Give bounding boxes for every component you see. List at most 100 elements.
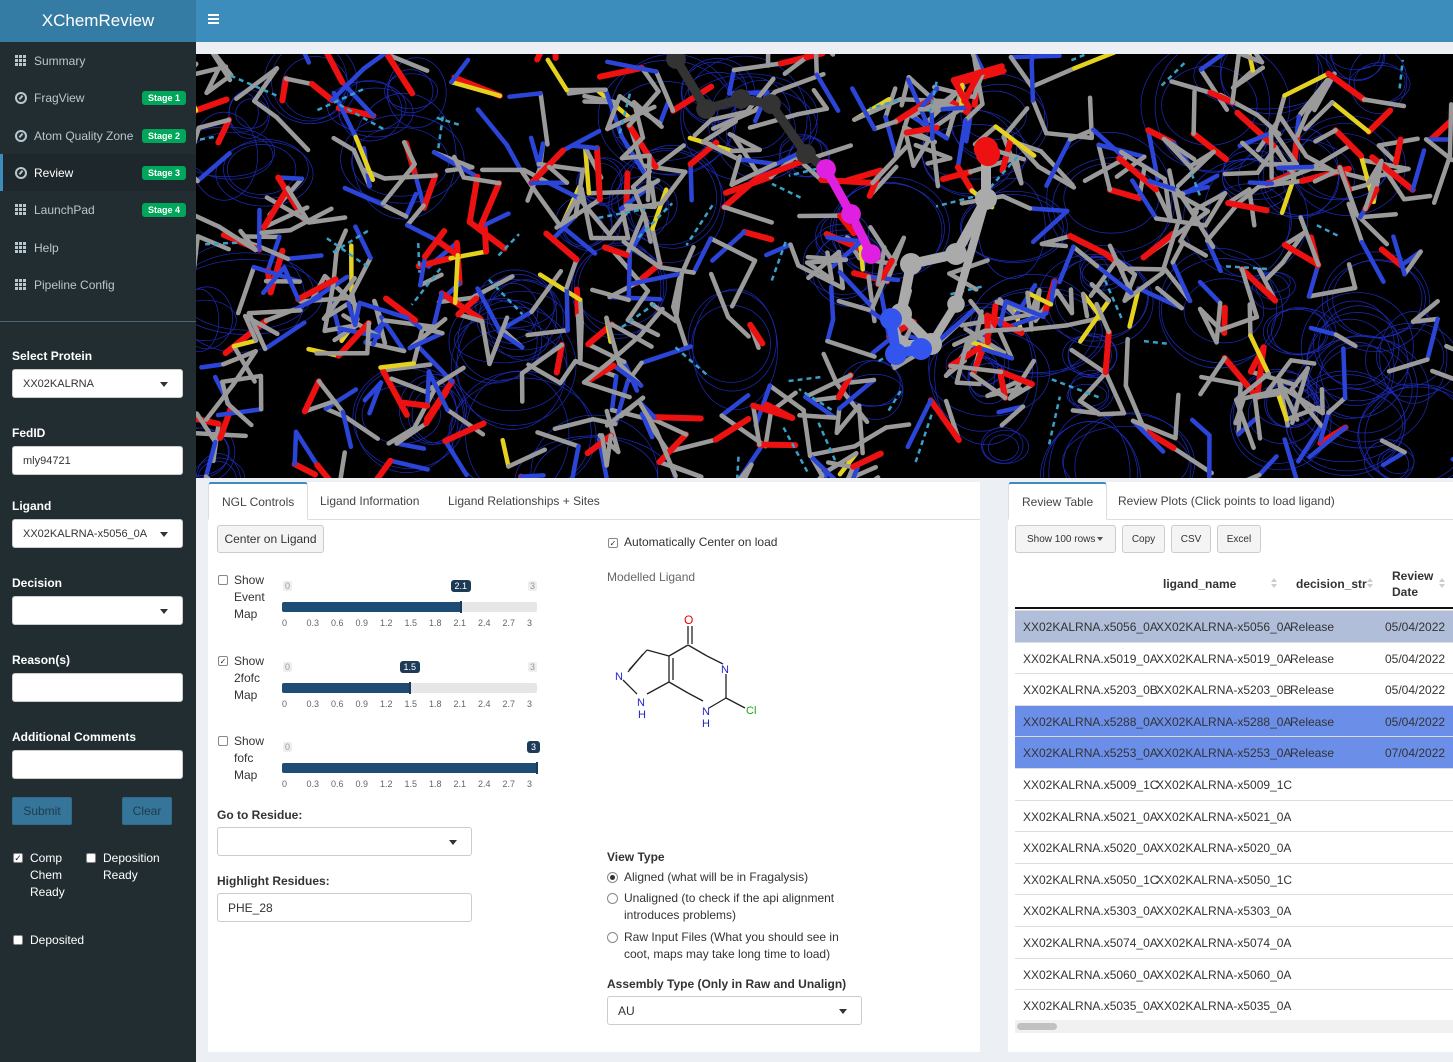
table-row[interactable]: XX02KALRNA.x5253_0A XX02KALRNA-x5253_0A Re… bbox=[1015, 736, 1453, 768]
slider-tick-label: 2.7 bbox=[502, 618, 516, 628]
reasons-input[interactable] bbox=[12, 673, 183, 702]
table-cell-ligand: XX02KALRNA-x5288_0A bbox=[1156, 714, 1292, 729]
slider-handle[interactable] bbox=[536, 762, 538, 774]
sidebar-item-label: Review bbox=[34, 165, 74, 180]
view-type-radio[interactable] bbox=[607, 932, 618, 943]
sidebar-item-review[interactable]: Review Stage 3 bbox=[0, 154, 196, 192]
fedid-input[interactable]: mly94721 bbox=[12, 446, 183, 475]
table-cell-id: XX02KALRNA.x5203_0B bbox=[1023, 683, 1158, 698]
table-cell-ligand: XX02KALRNA-x5074_0A bbox=[1156, 936, 1292, 950]
table-row[interactable]: XX02KALRNA.x5056_0A XX02KALRNA-x5056_0A Re… bbox=[1015, 610, 1453, 642]
sort-desc-icon[interactable] bbox=[1271, 584, 1277, 588]
center-on-ligand-button[interactable]: Center on Ligand bbox=[217, 525, 324, 553]
sort-asc-icon[interactable] bbox=[1367, 578, 1373, 582]
column-header[interactable]: ligand_name bbox=[1163, 577, 1237, 591]
view-type-label: View Type bbox=[607, 850, 665, 864]
column-header[interactable]: Review Date bbox=[1392, 569, 1434, 599]
select-protein-dropdown[interactable]: XX02KALRNA bbox=[12, 369, 183, 398]
comments-input[interactable] bbox=[12, 750, 183, 779]
ligand-dropdown[interactable]: XX02KALRNA-x5056_0A bbox=[12, 519, 183, 548]
sidebar-item-summary[interactable]: Summary bbox=[0, 43, 196, 80]
decision-dropdown[interactable] bbox=[12, 596, 183, 625]
slider-fill bbox=[282, 763, 537, 773]
tab-ligand-relationships[interactable]: Ligand Relationships + Sites bbox=[448, 494, 600, 508]
map-level-slider[interactable] bbox=[282, 601, 537, 613]
excel-button[interactable]: Excel bbox=[1217, 525, 1261, 553]
table-row[interactable]: XX02KALRNA.x5050_1C XX02KALRNA-x5050_1C bbox=[1015, 862, 1453, 895]
auto-center-checkbox[interactable]: ✓ bbox=[608, 538, 618, 548]
table-row[interactable]: XX02KALRNA.x5074_0A XX02KALRNA-x5074_0A bbox=[1015, 926, 1453, 958]
deposition-ready-checkbox[interactable] bbox=[86, 853, 96, 863]
view-type-label: Raw Input Files (What you should see in … bbox=[624, 930, 839, 961]
table-row[interactable]: XX02KALRNA.x5303_0A XX02KALRNA-x5303_0A bbox=[1015, 894, 1453, 926]
reasons-label: Reason(s) bbox=[12, 653, 71, 667]
copy-button[interactable]: Copy bbox=[1122, 525, 1165, 553]
table-row[interactable]: XX02KALRNA.x5020_0A XX02KALRNA-x5020_0A bbox=[1015, 831, 1453, 863]
table-cell-ligand: XX02KALRNA-x5035_0A bbox=[1156, 999, 1292, 1014]
table-cell-id: XX02KALRNA.x5056_0A bbox=[1023, 620, 1158, 634]
assembly-type-dropdown[interactable]: AU bbox=[607, 996, 862, 1025]
slider-handle[interactable] bbox=[408, 682, 411, 694]
sidebar-divider bbox=[0, 321, 196, 322]
tab-review-plots[interactable]: Review Plots (Click points to load ligan… bbox=[1118, 494, 1335, 508]
comp-chem-checkbox[interactable]: ✓ bbox=[13, 853, 23, 863]
deposition-ready-label: Deposition Ready bbox=[103, 851, 160, 882]
submit-button[interactable]: Submit bbox=[12, 797, 72, 825]
tab-ngl-controls[interactable]: NGL Controls bbox=[208, 482, 309, 520]
slider-tick-label: 0 bbox=[282, 779, 288, 789]
show-rows-dropdown[interactable]: Show 100 rows bbox=[1015, 525, 1116, 553]
slider-tick-label: 0.6 bbox=[331, 779, 344, 789]
scrollbar-thumb[interactable] bbox=[1017, 1023, 1057, 1030]
sidebar-item-fragview[interactable]: FragView Stage 1 bbox=[0, 80, 196, 117]
slider-value-bubble: 1.5 bbox=[399, 661, 421, 673]
sort-desc-icon[interactable] bbox=[1439, 584, 1445, 588]
slider-handle[interactable] bbox=[459, 601, 462, 613]
goto-residue-dropdown[interactable] bbox=[217, 827, 472, 856]
map-toggle-checkbox[interactable]: ✓ bbox=[218, 656, 228, 666]
sidebar-item-atom-quality-zone[interactable]: Atom Quality Zone Stage 2 bbox=[0, 117, 196, 154]
app-logo: XChemReview bbox=[0, 0, 196, 42]
sort-asc-icon[interactable] bbox=[1271, 578, 1277, 582]
table-cell-id: XX02KALRNA.x5009_1C bbox=[1023, 778, 1159, 792]
slider-tick-label: 3 bbox=[527, 699, 533, 709]
table-row[interactable]: XX02KALRNA.x5035_0A XX02KALRNA-x5035_0A bbox=[1015, 989, 1453, 1021]
comp-chem-label: Comp Chem Ready bbox=[30, 851, 65, 899]
sidebar-item-launchpad[interactable]: LaunchPad Stage 4 bbox=[0, 192, 196, 229]
hamburger-menu-icon[interactable] bbox=[208, 14, 219, 24]
tab-ligand-information[interactable]: Ligand Information bbox=[320, 494, 420, 508]
sidebar-item-help[interactable]: Help bbox=[0, 229, 196, 266]
map-level-slider[interactable] bbox=[282, 762, 538, 774]
map-level-slider[interactable] bbox=[282, 682, 537, 694]
table-row[interactable]: XX02KALRNA.x5203_0B XX02KALRNA-x5203_0B Re… bbox=[1015, 673, 1453, 705]
table-row[interactable]: XX02KALRNA.x5060_0A XX02KALRNA-x5060_0A bbox=[1015, 957, 1453, 990]
slider-value-bubble: 3 bbox=[527, 741, 541, 753]
slider-tick-label: 2.7 bbox=[502, 779, 516, 789]
map-toggle-checkbox[interactable] bbox=[218, 575, 228, 585]
clear-button[interactable]: Clear bbox=[122, 797, 172, 825]
sort-asc-icon[interactable] bbox=[1439, 578, 1445, 582]
map-toggle-checkbox[interactable] bbox=[218, 736, 228, 746]
slider-tick-label: 3 bbox=[527, 779, 533, 789]
view-type-radio[interactable] bbox=[607, 893, 618, 904]
view-type-radio[interactable] bbox=[607, 872, 618, 883]
column-header[interactable]: decision_str bbox=[1296, 577, 1367, 591]
slider-min-label: 0 bbox=[283, 662, 293, 672]
table-row[interactable]: XX02KALRNA.x5019_0A XX02KALRNA-x5019_0A Re… bbox=[1015, 641, 1453, 674]
slider-fill bbox=[282, 602, 461, 612]
table-header-divider bbox=[1015, 607, 1453, 609]
grid-icon bbox=[15, 241, 27, 254]
sidebar-item-pipeline-config[interactable]: Pipeline Config bbox=[0, 266, 196, 303]
molecule-structure-render[interactable] bbox=[196, 54, 1453, 478]
chevron-down-icon bbox=[449, 840, 457, 845]
table-row[interactable]: XX02KALRNA.x5009_1C XX02KALRNA-x5009_1C bbox=[1015, 768, 1453, 800]
sort-desc-icon[interactable] bbox=[1367, 584, 1373, 588]
ngl-molecule-viewer[interactable] bbox=[196, 54, 1453, 478]
csv-button[interactable]: CSV bbox=[1171, 525, 1211, 553]
horizontal-scrollbar[interactable] bbox=[1015, 1020, 1453, 1033]
table-row[interactable]: XX02KALRNA.x5021_0A XX02KALRNA-x5021_0A bbox=[1015, 799, 1453, 832]
deposited-checkbox[interactable] bbox=[13, 935, 23, 945]
tab-review-table[interactable]: Review Table bbox=[1008, 482, 1108, 520]
highlight-residues-input[interactable]: PHE_28 bbox=[217, 893, 472, 922]
sidebar-item-label: Help bbox=[34, 240, 59, 255]
table-row[interactable]: XX02KALRNA.x5288_0A XX02KALRNA-x5288_0A Re… bbox=[1015, 704, 1453, 737]
